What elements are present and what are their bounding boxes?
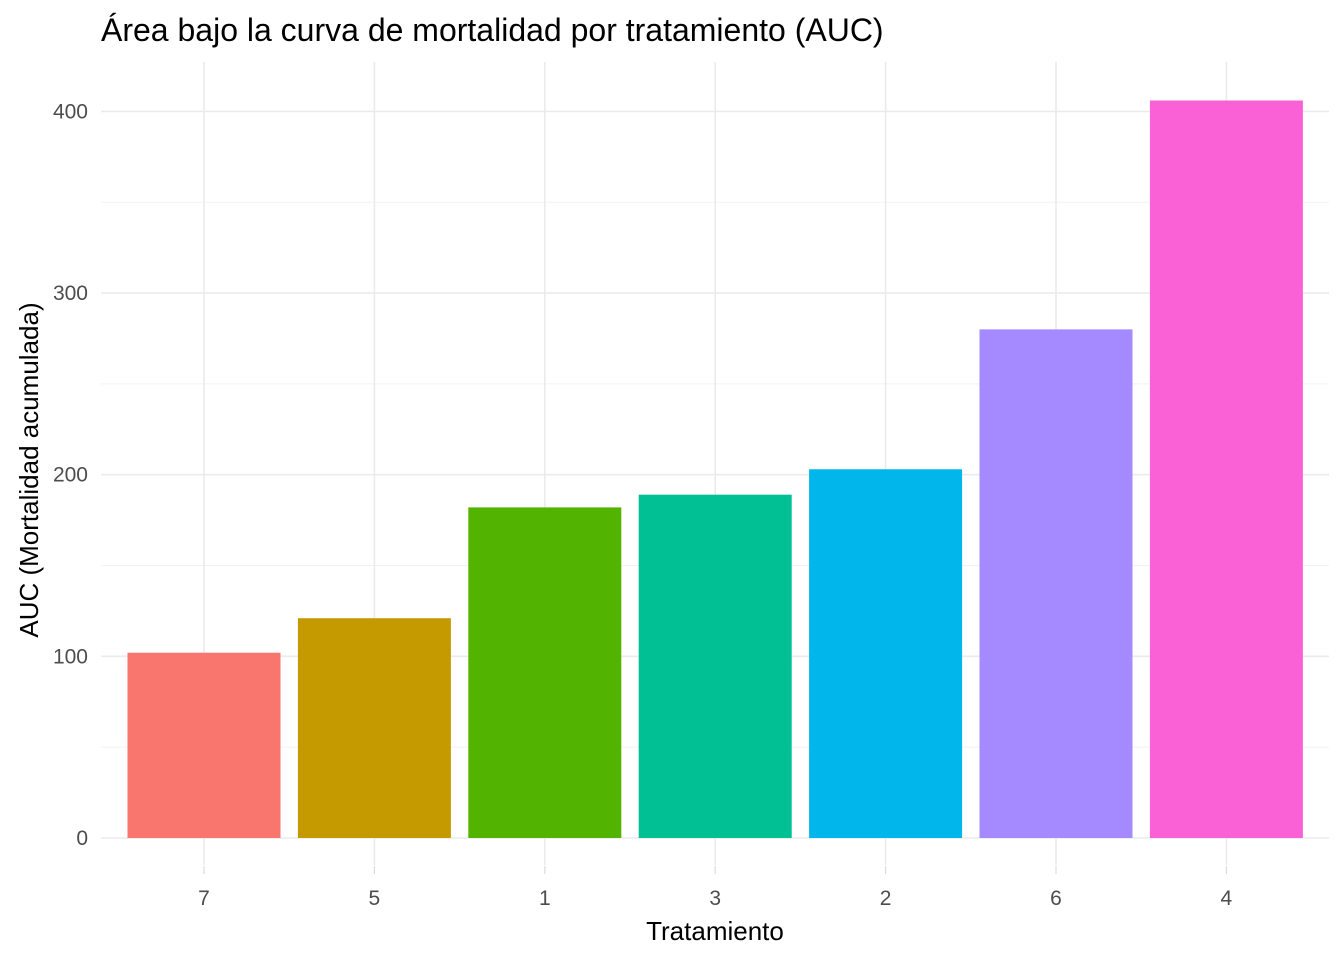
y-tick-label: 400	[53, 100, 88, 123]
y-tick-label: 200	[53, 464, 88, 487]
x-tick-label: 2	[880, 887, 892, 910]
x-tick-label: 7	[198, 887, 210, 910]
bar-group	[127, 100, 1303, 839]
bar	[468, 507, 622, 838]
bar	[127, 652, 281, 838]
x-tick-label: 3	[709, 887, 721, 910]
x-tick-label: 4	[1221, 887, 1233, 910]
x-axis-ticks: 7 5 1 3 2 6 4	[198, 866, 1233, 910]
y-tick-label: 300	[53, 282, 88, 305]
bar	[638, 494, 792, 838]
y-tick-label: 0	[76, 827, 88, 850]
x-tick-label: 5	[369, 887, 381, 910]
bar	[809, 469, 963, 838]
x-axis-title: Tratamiento	[646, 916, 784, 946]
y-axis-title: AUC (Mortalidad acumulada)	[14, 302, 44, 637]
bar	[1149, 100, 1303, 839]
chart-title: Área bajo la curva de mortalidad por tra…	[101, 12, 884, 48]
bar	[979, 329, 1133, 838]
x-tick-label: 1	[539, 887, 551, 910]
x-tick-label: 6	[1050, 887, 1062, 910]
y-tick-label: 100	[53, 645, 88, 668]
bar	[297, 618, 451, 838]
y-axis-ticks: 0 100 200 300 400	[53, 100, 88, 850]
